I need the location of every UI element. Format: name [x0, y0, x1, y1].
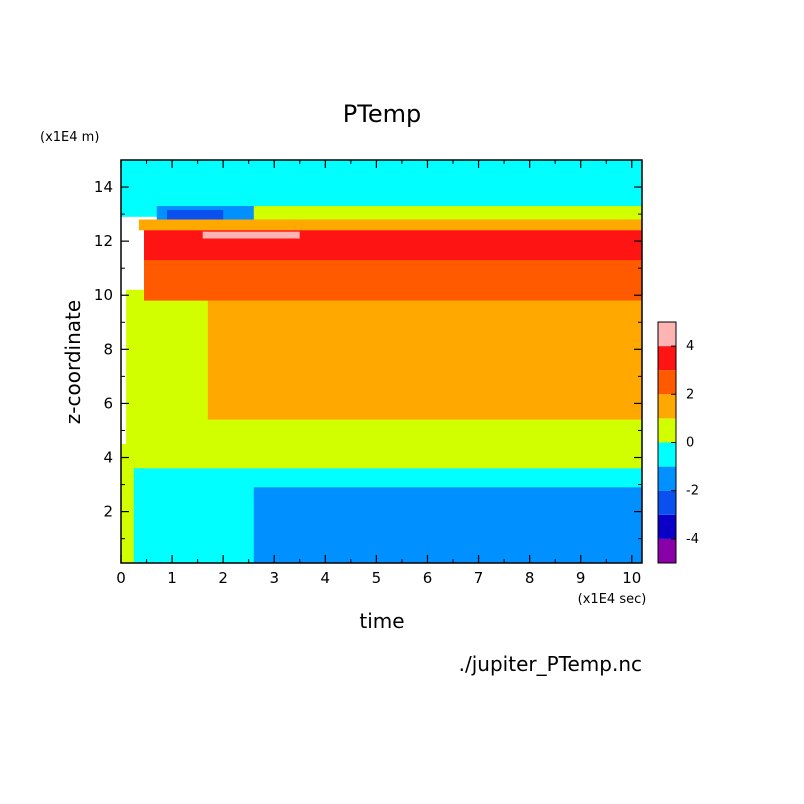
y-tick-label: 4 [103, 449, 113, 467]
plot-frame [120, 159, 643, 564]
colorbar-tick-label: -2 [686, 484, 699, 499]
colorbar-swatch [658, 394, 676, 419]
y-tick-label: 6 [103, 394, 113, 412]
x-tick-label: 5 [372, 569, 382, 587]
colorbar: -4 -2 0 2 4 [657, 321, 699, 564]
colorbar-swatch [658, 514, 676, 539]
contour-region-4 [138, 219, 642, 231]
y-axis-ticks: 2 4 6 8 10 12 14 [94, 178, 642, 540]
colorbar-tick-label: 0 [686, 436, 694, 451]
contour-region-11 [253, 487, 643, 563]
x-tick-label: 0 [116, 569, 126, 587]
y-tick-label: 2 [103, 503, 113, 521]
x-unit-label: (x1E4 sec) [578, 592, 647, 607]
y-tick-label: 8 [103, 340, 113, 358]
colorbar-swatch [658, 346, 676, 371]
x-axis-ticks: 0 1 2 3 4 5 6 7 8 9 10 [116, 160, 641, 587]
colorbar-swatch [658, 442, 676, 467]
contour-region-1 [167, 206, 642, 221]
colorbar-swatch [658, 322, 676, 347]
colorbar-swatch [658, 466, 676, 491]
x-tick-label: 10 [622, 569, 641, 587]
y-tick-label: 14 [94, 178, 113, 196]
x-tick-label: 1 [167, 569, 177, 587]
contour-region-9 [202, 231, 300, 239]
y-unit-label: (x1E4 m) [40, 130, 99, 145]
y-tick-label: 12 [94, 232, 113, 250]
x-axis-label: time [359, 609, 404, 633]
y-tick-label: 10 [94, 286, 113, 304]
colorbar-swatch [658, 370, 676, 395]
colorbar-swatch [658, 538, 676, 563]
x-tick-label: 4 [321, 569, 331, 587]
colorbar-swatch [658, 490, 676, 515]
x-tick-label: 3 [269, 569, 279, 587]
y-axis-label: z-coordinate [61, 300, 85, 424]
colorbar-tick-label: 4 [686, 339, 694, 354]
x-tick-label: 9 [576, 569, 586, 587]
colorbar-swatch [658, 418, 676, 443]
contour-region-12 [121, 444, 134, 563]
plot-regions [121, 160, 643, 563]
chart-title: PTemp [343, 100, 421, 128]
colorbar-tick-label: 2 [686, 387, 694, 402]
contour-region-3 [167, 210, 224, 220]
x-tick-label: 7 [474, 569, 484, 587]
x-tick-label: 2 [218, 569, 228, 587]
source-file-label: ./jupiter_PTemp.nc [459, 652, 642, 676]
x-tick-label: 8 [525, 569, 535, 587]
contour-region-6 [207, 300, 643, 420]
x-tick-label: 6 [423, 569, 433, 587]
colorbar-tick-label: -4 [686, 532, 699, 547]
